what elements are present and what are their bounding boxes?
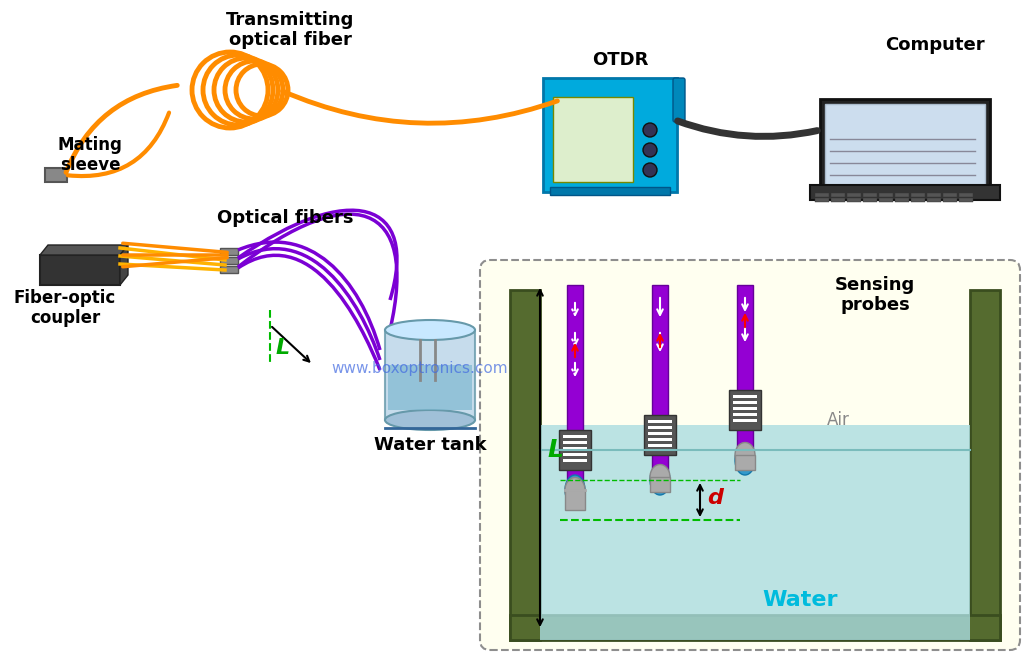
FancyBboxPatch shape: [220, 257, 238, 264]
FancyBboxPatch shape: [862, 198, 878, 203]
FancyBboxPatch shape: [733, 401, 757, 404]
Ellipse shape: [650, 465, 670, 489]
FancyBboxPatch shape: [910, 198, 926, 203]
FancyBboxPatch shape: [943, 193, 957, 197]
FancyBboxPatch shape: [563, 453, 587, 456]
FancyBboxPatch shape: [815, 193, 829, 197]
Ellipse shape: [385, 410, 475, 430]
FancyBboxPatch shape: [820, 99, 990, 190]
Text: Transmitting
optical fiber: Transmitting optical fiber: [226, 11, 354, 50]
Circle shape: [643, 123, 657, 137]
FancyBboxPatch shape: [729, 390, 761, 430]
FancyBboxPatch shape: [565, 490, 585, 510]
FancyBboxPatch shape: [737, 285, 753, 455]
Text: www.boxoptronics.com: www.boxoptronics.com: [332, 361, 508, 375]
FancyBboxPatch shape: [567, 285, 583, 485]
FancyBboxPatch shape: [563, 441, 587, 444]
FancyBboxPatch shape: [563, 435, 587, 438]
FancyBboxPatch shape: [810, 185, 1000, 200]
Text: Air: Air: [826, 411, 850, 429]
Text: Water tank: Water tank: [374, 436, 486, 454]
FancyBboxPatch shape: [733, 395, 757, 398]
FancyBboxPatch shape: [648, 444, 672, 447]
Ellipse shape: [735, 442, 755, 467]
Ellipse shape: [565, 477, 585, 502]
Polygon shape: [40, 245, 128, 255]
Text: L: L: [547, 438, 563, 462]
FancyBboxPatch shape: [847, 193, 861, 197]
FancyBboxPatch shape: [644, 415, 676, 455]
FancyBboxPatch shape: [943, 198, 957, 203]
Ellipse shape: [565, 475, 585, 505]
FancyBboxPatch shape: [862, 193, 878, 197]
FancyBboxPatch shape: [673, 78, 685, 122]
FancyBboxPatch shape: [40, 255, 120, 285]
Ellipse shape: [735, 445, 755, 475]
Ellipse shape: [385, 320, 475, 340]
FancyBboxPatch shape: [220, 248, 238, 255]
Circle shape: [643, 143, 657, 157]
FancyBboxPatch shape: [480, 260, 1020, 650]
FancyBboxPatch shape: [543, 78, 677, 192]
Text: OTDR: OTDR: [592, 51, 648, 69]
FancyBboxPatch shape: [563, 459, 587, 462]
FancyBboxPatch shape: [733, 413, 757, 416]
FancyBboxPatch shape: [559, 430, 591, 470]
FancyBboxPatch shape: [958, 198, 973, 203]
FancyBboxPatch shape: [735, 455, 755, 470]
FancyBboxPatch shape: [825, 104, 985, 185]
FancyBboxPatch shape: [563, 447, 587, 450]
FancyBboxPatch shape: [220, 266, 238, 273]
Circle shape: [643, 163, 657, 177]
Text: d: d: [707, 488, 723, 508]
Text: Mating
sleeve: Mating sleeve: [57, 136, 123, 174]
FancyBboxPatch shape: [927, 193, 941, 197]
FancyBboxPatch shape: [648, 432, 672, 435]
FancyBboxPatch shape: [648, 438, 672, 441]
FancyBboxPatch shape: [510, 290, 540, 640]
Text: L: L: [275, 338, 290, 358]
FancyBboxPatch shape: [388, 365, 472, 410]
FancyBboxPatch shape: [847, 198, 861, 203]
Text: Fiber-optic
coupler: Fiber-optic coupler: [14, 289, 116, 328]
FancyBboxPatch shape: [927, 198, 941, 203]
FancyBboxPatch shape: [879, 193, 893, 197]
FancyBboxPatch shape: [550, 187, 670, 195]
FancyBboxPatch shape: [910, 193, 926, 197]
FancyBboxPatch shape: [648, 426, 672, 429]
FancyBboxPatch shape: [385, 330, 475, 420]
FancyBboxPatch shape: [45, 168, 67, 182]
FancyBboxPatch shape: [650, 477, 670, 492]
Text: Sensing
probes: Sensing probes: [835, 275, 915, 314]
FancyBboxPatch shape: [540, 425, 970, 640]
FancyBboxPatch shape: [895, 193, 909, 197]
FancyBboxPatch shape: [733, 407, 757, 410]
FancyBboxPatch shape: [652, 285, 668, 475]
FancyBboxPatch shape: [879, 198, 893, 203]
Text: Computer: Computer: [885, 36, 985, 54]
Text: Optical fibers: Optical fibers: [217, 209, 353, 227]
FancyBboxPatch shape: [815, 198, 829, 203]
Text: Water: Water: [762, 590, 838, 610]
FancyBboxPatch shape: [970, 290, 1000, 640]
FancyBboxPatch shape: [830, 198, 845, 203]
FancyBboxPatch shape: [510, 615, 1000, 640]
Polygon shape: [120, 245, 128, 285]
FancyBboxPatch shape: [958, 193, 973, 197]
FancyBboxPatch shape: [553, 97, 633, 182]
FancyBboxPatch shape: [830, 193, 845, 197]
FancyBboxPatch shape: [733, 419, 757, 422]
FancyBboxPatch shape: [895, 198, 909, 203]
FancyBboxPatch shape: [648, 420, 672, 423]
Ellipse shape: [650, 465, 670, 495]
